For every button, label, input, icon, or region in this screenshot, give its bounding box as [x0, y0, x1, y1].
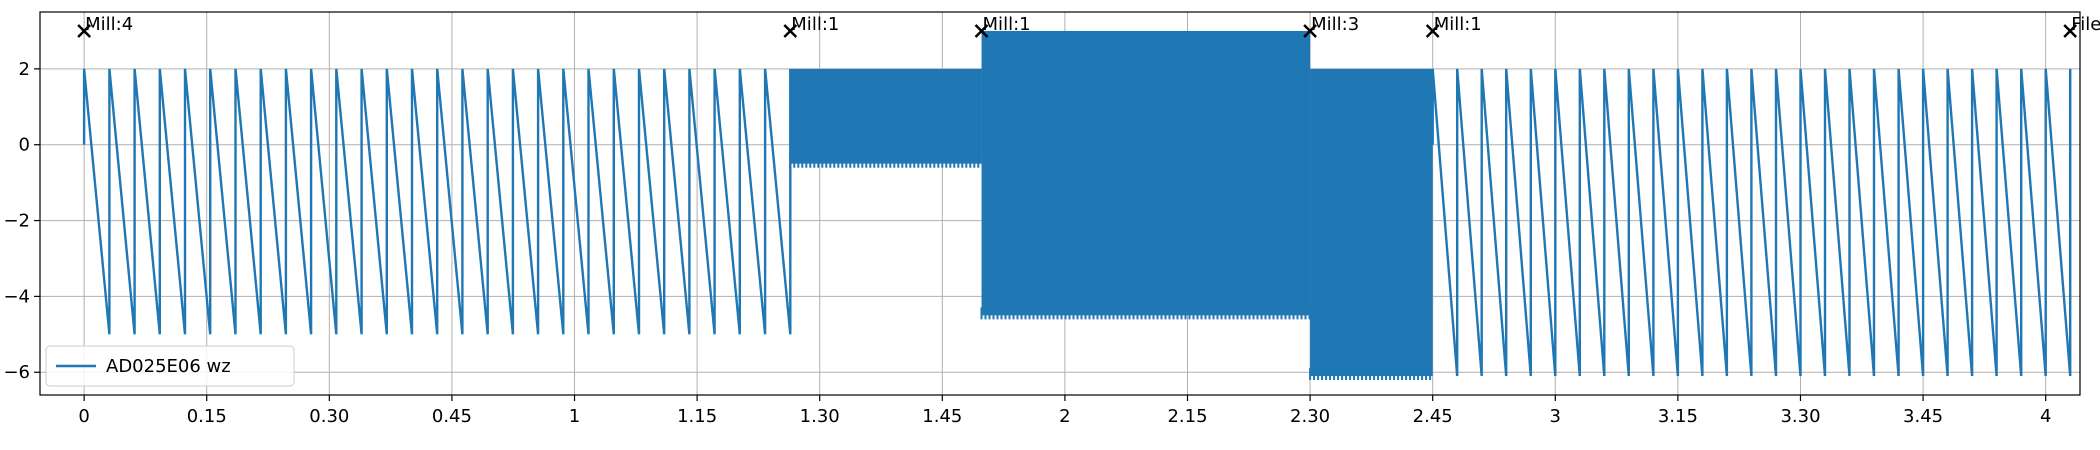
annotation-marker — [77, 24, 92, 38]
x-marker-icon — [1303, 24, 1317, 38]
annotation-marker — [1303, 24, 1317, 38]
series-dense-fringe — [1309, 368, 1432, 380]
series-dense-block — [790, 68, 982, 164]
annotations: Mill:4 Mill:1 Mill:1 Mill:3 Mill:1 File e — [77, 14, 2100, 38]
annotation-label: Mill:3 — [1311, 14, 1359, 35]
series-line-segment — [82, 68, 792, 335]
x-tick-label: 0.45 — [432, 406, 472, 427]
x-tick-label: 1 — [569, 406, 580, 427]
annotation-label: Mill:1 — [791, 14, 839, 35]
x-marker-icon — [77, 24, 92, 38]
series-dense-fringe — [789, 155, 980, 168]
axes: 0 0.15 0.30 0.45 1 1.15 1.30 1.45 2 2.15 2.30 2.45 3… — [3, 59, 2051, 427]
x-marker-icon — [783, 24, 798, 38]
y-tick-label: 0 — [19, 135, 30, 156]
x-tick-label: 3.30 — [1780, 406, 1820, 427]
x-tick-label: 0.15 — [187, 406, 227, 427]
plot-frame — [39, 11, 2081, 396]
annotation-label: Mill:1 — [983, 14, 1031, 35]
x-tick-label: 1.45 — [922, 406, 962, 427]
y-tick-label: −2 — [3, 211, 30, 232]
x-marker-icon — [1425, 24, 1440, 38]
y-tick-label: −6 — [3, 362, 30, 383]
series-dense-fringe — [980, 307, 1311, 320]
legend-box — [45, 345, 295, 387]
x-tick-label: 2.45 — [1413, 406, 1453, 427]
y-tick-label: 2 — [19, 59, 30, 80]
x-tick-label: 3.45 — [1903, 406, 1943, 427]
x-tick-label: 2.30 — [1290, 406, 1330, 427]
series-lines — [82, 30, 2072, 380]
y-tick-label: −4 — [3, 286, 30, 307]
annotation-label: File e — [2071, 14, 2100, 35]
x-tick-label: 2 — [1059, 406, 1070, 427]
series-dense-block — [1310, 68, 1433, 377]
series-line-segment — [1431, 68, 2072, 377]
x-tick-label: 1.15 — [677, 406, 717, 427]
annotation-marker — [783, 24, 798, 38]
annotation-label: Mill:1 — [1434, 14, 1482, 35]
x-tick-label: 0 — [78, 406, 89, 427]
series-dense-block — [981, 30, 1311, 316]
x-tick-label: 1.30 — [800, 406, 840, 427]
x-tick-label: 3 — [1550, 406, 1561, 427]
annotation-label: Mill:4 — [85, 14, 133, 35]
x-tick-label: 0.30 — [309, 406, 349, 427]
annotation-marker — [974, 24, 989, 38]
x-tick-label: 3.15 — [1658, 406, 1698, 427]
annotation-marker — [1425, 24, 1440, 38]
legend-label: AD025E06 wz — [106, 356, 231, 377]
legend: AD025E06 wz — [45, 345, 295, 387]
x-marker-icon — [974, 24, 989, 38]
annotation-marker — [2063, 24, 2078, 38]
x-marker-icon — [2063, 24, 2078, 38]
x-tick-label: 2.15 — [1167, 406, 1207, 427]
x-tick-label: 4 — [2040, 406, 2051, 427]
